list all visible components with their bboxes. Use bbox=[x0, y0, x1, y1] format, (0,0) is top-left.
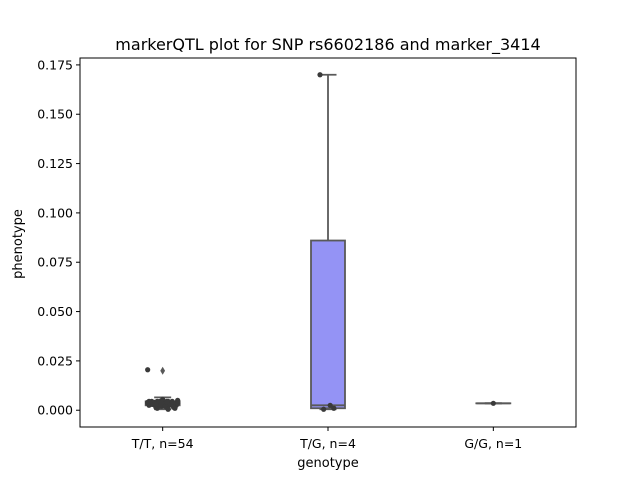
y-axis-label: phenotype bbox=[11, 209, 26, 279]
y-tick-label: 0.075 bbox=[37, 255, 73, 270]
data-point bbox=[145, 367, 151, 373]
data-point bbox=[175, 400, 181, 406]
y-tick-label: 0.025 bbox=[37, 353, 73, 368]
chart-title: markerQTL plot for SNP rs6602186 and mar… bbox=[115, 35, 540, 55]
data-point bbox=[490, 400, 496, 406]
data-point bbox=[153, 401, 159, 407]
x-axis-label: genotype bbox=[297, 456, 358, 471]
y-axis: 0.000 0.025 0.050 0.075 0.100 0.125 0.150 0.175 bbox=[37, 57, 80, 418]
y-tick-label: 0.125 bbox=[37, 156, 73, 171]
data-point bbox=[160, 396, 166, 402]
y-tick-label: 0.100 bbox=[37, 205, 73, 220]
data-point bbox=[158, 400, 164, 406]
box-group bbox=[310, 73, 346, 411]
outlier-marker bbox=[160, 366, 166, 375]
data-point bbox=[327, 402, 333, 408]
y-tick-label: 0.050 bbox=[37, 304, 73, 319]
data-point bbox=[317, 72, 323, 78]
data-point bbox=[321, 406, 327, 412]
y-tick-label: 0.150 bbox=[37, 107, 73, 122]
plot-frame bbox=[79, 57, 577, 428]
data-point bbox=[170, 404, 177, 410]
y-tick-label: 0.000 bbox=[37, 403, 73, 418]
x-tick-label: T/T, n=54 bbox=[131, 436, 194, 451]
box bbox=[310, 239, 346, 410]
data-point bbox=[165, 406, 171, 412]
data-point bbox=[331, 405, 337, 411]
x-axis: T/T, n=54 T/G, n=4 G/G, n=1 bbox=[131, 427, 522, 451]
data-point bbox=[169, 398, 175, 404]
x-tick-label: G/G, n=1 bbox=[464, 436, 522, 451]
x-tick-label: T/G, n=4 bbox=[299, 436, 356, 451]
y-tick-label: 0.175 bbox=[37, 57, 73, 72]
plot-area bbox=[144, 72, 512, 412]
data-point bbox=[146, 398, 152, 404]
data-point bbox=[164, 399, 170, 405]
